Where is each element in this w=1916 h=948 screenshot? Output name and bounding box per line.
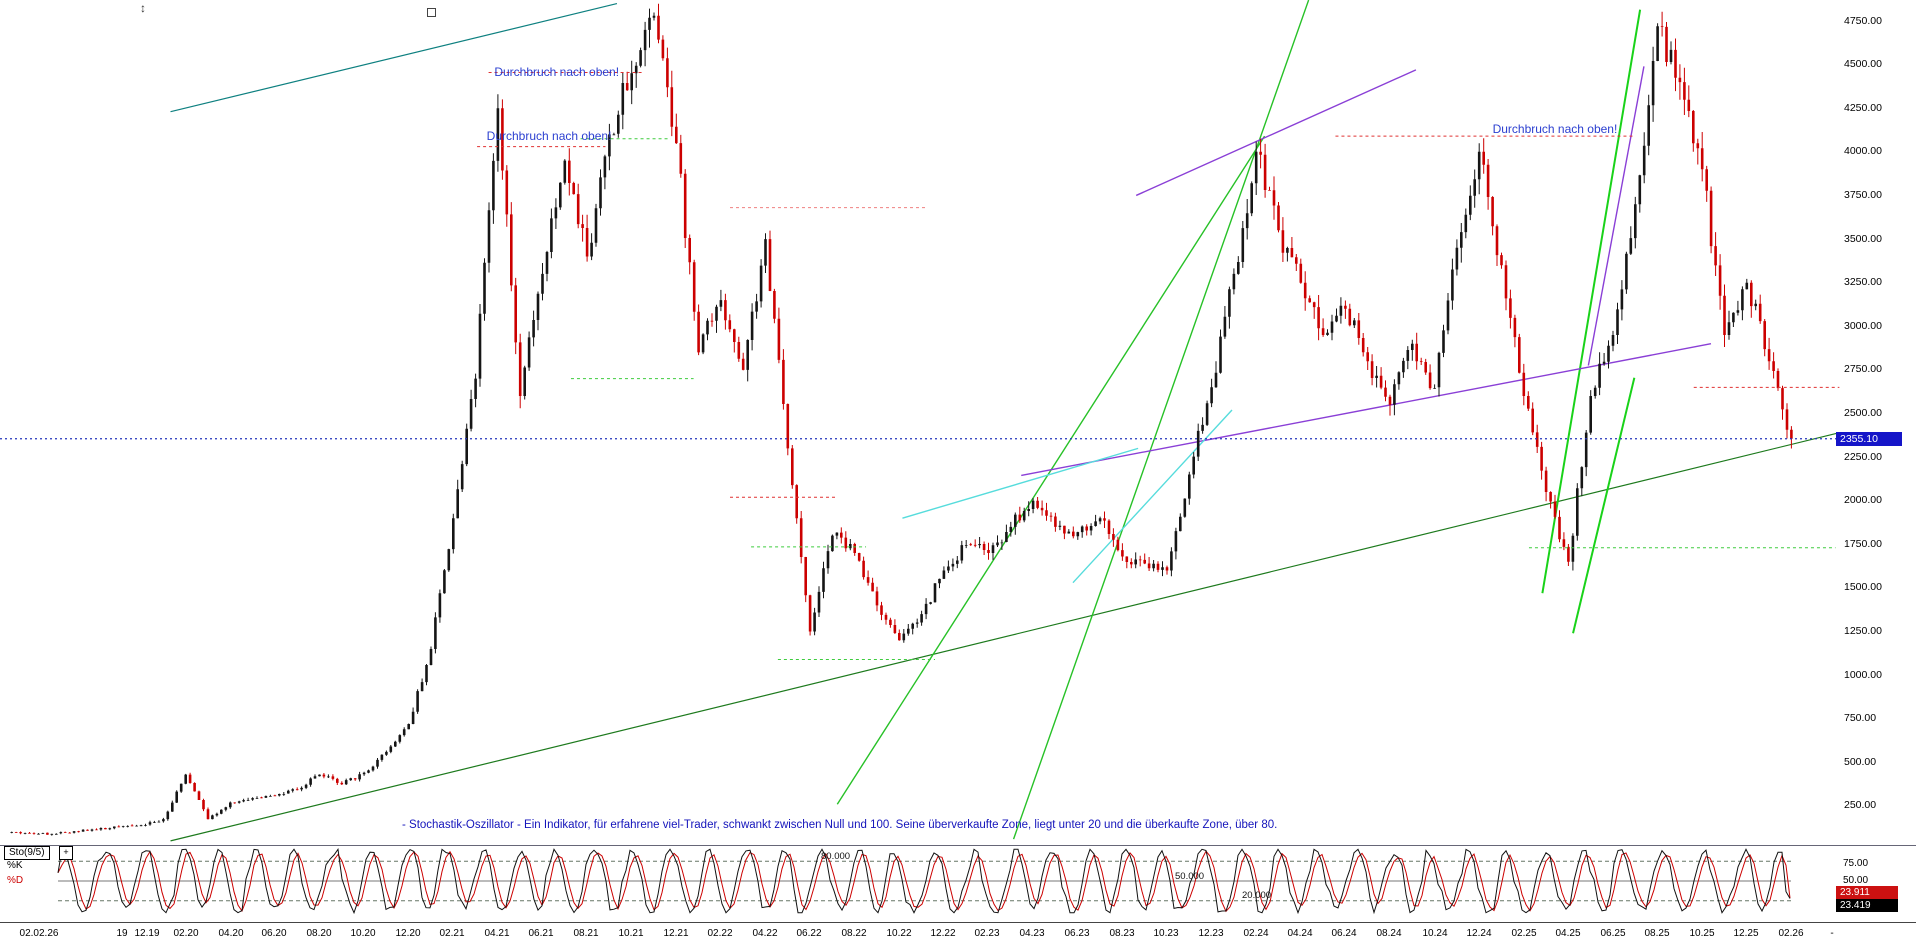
oscillator-level-80-label: 80.000: [821, 851, 851, 862]
date-label: 08.24: [1376, 928, 1402, 939]
breakout-annotation[interactable]: Durchbruch nach oben!: [494, 64, 620, 79]
price-axis-label: 4250.00: [1844, 102, 1882, 114]
price-axis-label: 4000.00: [1844, 145, 1882, 157]
date-label: 08.20: [306, 928, 332, 939]
date-label: 04.25: [1555, 928, 1581, 939]
date-label: 02.25: [1511, 928, 1537, 939]
date-label: 04.22: [752, 928, 778, 939]
date-label: 02.02.26: [19, 928, 59, 939]
price-axis-label: 4750.00: [1844, 15, 1882, 27]
date-label: 19: [116, 928, 128, 939]
price-axis-label: 1250.00: [1844, 625, 1882, 637]
date-label: 08.25: [1644, 928, 1670, 939]
date-label: 02.24: [1243, 928, 1269, 939]
price-axis-label: 2750.00: [1844, 363, 1882, 375]
d-series-label: %D: [7, 875, 24, 886]
date-label: 10.24: [1422, 928, 1448, 939]
price-axis-label: 2000.00: [1844, 494, 1882, 506]
date-label: 02.26: [1778, 928, 1804, 939]
date-label: 02.23: [974, 928, 1000, 939]
date-label: -: [1830, 928, 1834, 939]
date-label: 12.22: [930, 928, 956, 939]
price-axis-label: 3750.00: [1844, 189, 1882, 201]
price-axis-label: 3500.00: [1844, 233, 1882, 245]
oscillator-axis-label: 75.00: [1843, 858, 1869, 869]
date-label: 08.21: [573, 928, 599, 939]
indicator-label[interactable]: Sto(9/5): [4, 846, 50, 860]
date-label: 06.24: [1331, 928, 1357, 939]
date-label: 10.22: [886, 928, 912, 939]
date-label: 06.22: [796, 928, 822, 939]
oscillator-axis-label: 50.00: [1843, 875, 1869, 886]
x-axis-line: [0, 922, 1916, 923]
breakout-annotation[interactable]: Durchbruch nach oben!: [486, 129, 612, 144]
price-axis-label: 1750.00: [1844, 538, 1882, 550]
date-label: 06.25: [1600, 928, 1626, 939]
date-label: 08.23: [1109, 928, 1135, 939]
date-label: 12.24: [1466, 928, 1492, 939]
indicator-settings-button[interactable]: +: [59, 846, 73, 860]
indicator-description[interactable]: - Stochastik-Oszillator - Ein Indikator,…: [402, 819, 1278, 831]
panel-separator: [0, 845, 1916, 846]
date-label: 04.20: [218, 928, 244, 939]
price-axis-label: 500.00: [1844, 756, 1877, 768]
date-label: 10.23: [1153, 928, 1179, 939]
date-label: 04.23: [1019, 928, 1045, 939]
price-axis-label: 750.00: [1844, 712, 1877, 724]
price-axis-label: 1500.00: [1844, 581, 1882, 593]
date-label: 04.24: [1287, 928, 1313, 939]
date-label: 04.21: [484, 928, 510, 939]
k-value-badge: 23.419: [1836, 899, 1898, 912]
price-axis-label: 1000.00: [1844, 669, 1882, 681]
oscillator-chart[interactable]: [0, 845, 1916, 922]
k-series-label: %K: [7, 860, 23, 871]
date-label: 10.20: [350, 928, 376, 939]
price-axis-label: 250.00: [1844, 799, 1877, 811]
breakout-annotation[interactable]: Durchbruch nach oben!: [1492, 122, 1618, 137]
date-label: 12.23: [1198, 928, 1224, 939]
plus-icon: +: [63, 847, 69, 857]
date-label: 08.22: [841, 928, 867, 939]
oscillator-level-20-label: 20.000: [1242, 890, 1272, 901]
current-price-badge: 2355.10: [1836, 432, 1902, 446]
price-axis-label: 2250.00: [1844, 451, 1882, 463]
date-label: 12.20: [395, 928, 421, 939]
date-label: 06.20: [261, 928, 287, 939]
date-label: 06.23: [1064, 928, 1090, 939]
date-label: 10.21: [618, 928, 644, 939]
date-label: 12.21: [663, 928, 689, 939]
date-label: 12.19: [134, 928, 160, 939]
price-axis-label: 2500.00: [1844, 407, 1882, 419]
date-label: 10.25: [1689, 928, 1715, 939]
date-label: 02.20: [173, 928, 199, 939]
selection-handle-icon[interactable]: [427, 8, 436, 17]
scroll-anchor-icon[interactable]: ↕: [140, 1, 146, 15]
price-axis-label: 3000.00: [1844, 320, 1882, 332]
oscillator-level-50-label: 50.000: [1175, 871, 1205, 882]
price-axis-label: 4500.00: [1844, 58, 1882, 70]
d-value-badge: 23.911: [1836, 886, 1898, 899]
date-label: 12.25: [1733, 928, 1759, 939]
date-label: 02.22: [707, 928, 733, 939]
price-axis-label: 3250.00: [1844, 276, 1882, 288]
date-label: 02.21: [439, 928, 465, 939]
x-axis: 02.02.26 19 12.19 02.20 04.20 06.20 08.20 10.20…: [0, 928, 1916, 944]
date-label: 06.21: [528, 928, 554, 939]
